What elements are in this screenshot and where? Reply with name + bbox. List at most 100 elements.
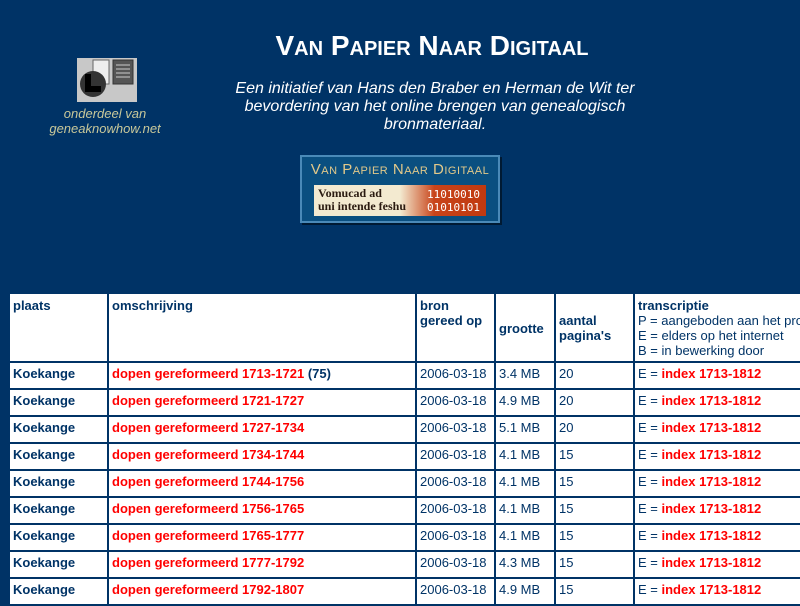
table-row: Koekange dopen gereformeerd 1765-1777 20… bbox=[10, 525, 800, 550]
page-title: Van Papier Naar Digitaal bbox=[275, 30, 589, 61]
omschrijving-cell: dopen gereformeerd 1792-1807 bbox=[109, 579, 415, 604]
paginas-cell: 15 bbox=[556, 552, 633, 577]
col-aantal: aantal pagina's bbox=[556, 294, 633, 361]
transcriptie-cell: E = index 1713-1812 bbox=[635, 417, 800, 442]
index-link[interactable]: index 1713-1812 bbox=[661, 474, 762, 489]
plaats-cell: Koekange bbox=[10, 417, 107, 442]
documents-icon bbox=[80, 59, 134, 97]
index-link[interactable]: index 1713-1812 bbox=[661, 420, 762, 435]
source-link[interactable]: dopen gereformeerd 1765-1777 bbox=[112, 528, 305, 543]
omschrijving-cell: dopen gereformeerd 1765-1777 bbox=[109, 525, 415, 550]
col-omschrijving: omschrijving bbox=[109, 294, 415, 361]
col-plaats: plaats bbox=[10, 294, 107, 361]
source-link[interactable]: dopen gereformeerd 1744-1756 bbox=[112, 474, 305, 489]
table-row: Koekange dopen gereformeerd 1713-1721 (7… bbox=[10, 363, 800, 388]
table-header: plaats omschrijving bron gereed op groott… bbox=[10, 294, 800, 361]
grootte-cell: 4.9 MB bbox=[496, 390, 554, 415]
plaats-cell: Koekange bbox=[10, 579, 107, 604]
transcriptie-cell: E = index 1713-1812 bbox=[635, 471, 800, 496]
transcriptie-cell: E = index 1713-1812 bbox=[635, 390, 800, 415]
banner-logo[interactable]: Van Papier Naar Digitaal Vomucad ad uni i… bbox=[300, 155, 500, 223]
paginas-cell: 20 bbox=[556, 417, 633, 442]
sub-text: onderdeel van bbox=[63, 106, 147, 121]
col-bron: bron gereed op bbox=[417, 294, 494, 361]
manuscript-script: Vomucad ad uni intende feshu bbox=[318, 186, 407, 213]
transcriptie-cell: E = index 1713-1812 bbox=[635, 579, 800, 604]
index-link[interactable]: index 1713-1812 bbox=[661, 447, 762, 462]
paginas-cell: 15 bbox=[556, 471, 633, 496]
omschrijving-cell: dopen gereformeerd 1777-1792 bbox=[109, 552, 415, 577]
table-row: Koekange dopen gereformeerd 1734-1744 20… bbox=[10, 444, 800, 469]
manuscript-image: Vomucad ad uni intende feshu 11010010 0101… bbox=[314, 185, 486, 216]
index-link[interactable]: index 1713-1812 bbox=[661, 366, 762, 381]
transcriptie-cell: E = index 1713-1812 bbox=[635, 363, 800, 388]
plaats-cell: Koekange bbox=[10, 390, 107, 415]
datum-cell: 2006-03-18 bbox=[417, 579, 494, 604]
grootte-cell: 4.1 MB bbox=[496, 525, 554, 550]
plaats-cell: Koekange bbox=[10, 471, 107, 496]
source-link[interactable]: dopen gereformeerd 1713-1721 bbox=[112, 366, 305, 381]
banner-title: Van Papier Naar Digitaal bbox=[310, 161, 490, 178]
index-link[interactable]: index 1713-1812 bbox=[661, 582, 762, 597]
table-row: Koekange dopen gereformeerd 1777-1792 20… bbox=[10, 552, 800, 577]
index-link[interactable]: index 1713-1812 bbox=[661, 555, 762, 570]
plaats-cell: Koekange bbox=[10, 552, 107, 577]
omschrijving-cell: dopen gereformeerd 1756-1765 bbox=[109, 498, 415, 523]
datum-cell: 2006-03-18 bbox=[417, 363, 494, 388]
datum-cell: 2006-03-18 bbox=[417, 525, 494, 550]
datum-cell: 2006-03-18 bbox=[417, 444, 494, 469]
table-row: Koekange dopen gereformeerd 1744-1756 20… bbox=[10, 471, 800, 496]
datum-cell: 2006-03-18 bbox=[417, 552, 494, 577]
grootte-cell: 4.1 MB bbox=[496, 471, 554, 496]
paginas-cell: 20 bbox=[556, 390, 633, 415]
transcriptie-cell: E = index 1713-1812 bbox=[635, 525, 800, 550]
binary-text: 11010010 01010101 bbox=[427, 188, 480, 214]
geneaknowhow-link[interactable]: onderdeel van geneaknowhow.net bbox=[30, 106, 180, 136]
grootte-cell: 5.1 MB bbox=[496, 417, 554, 442]
geneaknowhow-logo[interactable] bbox=[77, 58, 137, 102]
sources-table: plaats omschrijving bron gereed op groott… bbox=[8, 292, 800, 606]
plaats-cell: Koekange bbox=[10, 363, 107, 388]
transcriptie-cell: E = index 1713-1812 bbox=[635, 552, 800, 577]
table-row: Koekange dopen gereformeerd 1792-1807 20… bbox=[10, 579, 800, 604]
grootte-cell: 4.9 MB bbox=[496, 579, 554, 604]
index-link[interactable]: index 1713-1812 bbox=[661, 501, 762, 516]
plaats-cell: Koekange bbox=[10, 444, 107, 469]
omschrijving-cell: dopen gereformeerd 1727-1734 bbox=[109, 417, 415, 442]
index-link[interactable]: index 1713-1812 bbox=[661, 393, 762, 408]
datum-cell: 2006-03-18 bbox=[417, 417, 494, 442]
paginas-cell: 15 bbox=[556, 444, 633, 469]
table-row: Koekange dopen gereformeerd 1727-1734 20… bbox=[10, 417, 800, 442]
intro-text: Een initiatief van Hans den Braber en He… bbox=[235, 80, 635, 133]
col-transcriptie: transcriptie P = aangeboden aan het pro E … bbox=[635, 294, 800, 361]
source-link[interactable]: dopen gereformeerd 1756-1765 bbox=[112, 501, 305, 516]
source-link[interactable]: dopen gereformeerd 1727-1734 bbox=[112, 420, 305, 435]
table-row: Koekange dopen gereformeerd 1756-1765 20… bbox=[10, 498, 800, 523]
grootte-cell: 4.1 MB bbox=[496, 498, 554, 523]
index-link[interactable]: index 1713-1812 bbox=[661, 528, 762, 543]
grootte-cell: 4.3 MB bbox=[496, 552, 554, 577]
table-row: Koekange dopen gereformeerd 1721-1727 20… bbox=[10, 390, 800, 415]
transcriptie-cell: E = index 1713-1812 bbox=[635, 498, 800, 523]
grootte-cell: 3.4 MB bbox=[496, 363, 554, 388]
paginas-cell: 15 bbox=[556, 498, 633, 523]
site-name: geneaknowhow.net bbox=[49, 121, 161, 136]
paginas-cell: 15 bbox=[556, 525, 633, 550]
paginas-cell: 20 bbox=[556, 363, 633, 388]
datum-cell: 2006-03-18 bbox=[417, 390, 494, 415]
paginas-cell: 15 bbox=[556, 579, 633, 604]
source-link[interactable]: dopen gereformeerd 1721-1727 bbox=[112, 393, 305, 408]
col-grootte: grootte bbox=[496, 294, 554, 361]
transcriptie-cell: E = index 1713-1812 bbox=[635, 444, 800, 469]
source-link[interactable]: dopen gereformeerd 1792-1807 bbox=[112, 582, 305, 597]
plaats-cell: Koekange bbox=[10, 498, 107, 523]
datum-cell: 2006-03-18 bbox=[417, 471, 494, 496]
omschrijving-cell: dopen gereformeerd 1721-1727 bbox=[109, 390, 415, 415]
omschrijving-cell: dopen gereformeerd 1744-1756 bbox=[109, 471, 415, 496]
source-link[interactable]: dopen gereformeerd 1777-1792 bbox=[112, 555, 305, 570]
datum-cell: 2006-03-18 bbox=[417, 498, 494, 523]
source-link[interactable]: dopen gereformeerd 1734-1744 bbox=[112, 447, 305, 462]
omschrijving-cell: dopen gereformeerd 1713-1721 (75) bbox=[109, 363, 415, 388]
grootte-cell: 4.1 MB bbox=[496, 444, 554, 469]
count: (75) bbox=[304, 366, 331, 381]
